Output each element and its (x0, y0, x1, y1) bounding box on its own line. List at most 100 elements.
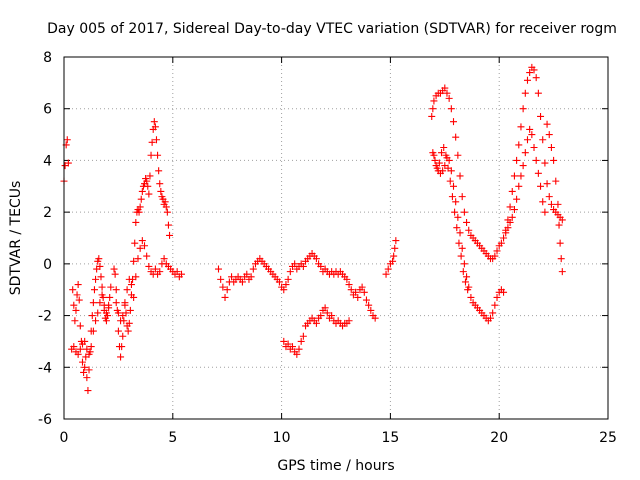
data-point (556, 239, 564, 247)
data-point (371, 314, 379, 322)
data-point (455, 239, 463, 247)
data-point (447, 105, 455, 113)
data-point (280, 337, 288, 345)
data-point (157, 187, 165, 195)
data-point (360, 288, 368, 296)
data-point (163, 208, 171, 216)
data-point (367, 306, 375, 314)
data-point (95, 255, 103, 263)
data-point (543, 120, 551, 128)
y-tick-labels: -6 -4 -2 0 2 4 6 8 (38, 50, 52, 428)
grid (64, 57, 608, 419)
data-point (528, 131, 536, 139)
data-point (92, 317, 100, 325)
data-point (123, 286, 131, 294)
data-point (384, 265, 392, 273)
data-point (160, 255, 168, 263)
data-point (162, 203, 170, 211)
data-point (513, 195, 521, 203)
data-point (452, 198, 460, 206)
data-point (219, 283, 227, 291)
data-point (358, 283, 366, 291)
data-point (80, 368, 88, 376)
data-point (521, 89, 529, 97)
data-point (111, 270, 119, 278)
series-arc-J (430, 151, 508, 325)
chart-title: Day 005 of 2017, Sidereal Day-to-day VTE… (47, 21, 617, 37)
data-point (493, 247, 501, 255)
data-point (547, 200, 555, 208)
data-point (282, 281, 290, 289)
data-point (429, 149, 437, 157)
data-point (439, 167, 447, 175)
data-points (60, 63, 566, 395)
series-arc-D (110, 118, 174, 361)
series-arc-E (112, 237, 186, 325)
data-point (558, 268, 566, 276)
data-point (441, 84, 449, 92)
data-point (502, 229, 510, 237)
data-point (150, 118, 158, 126)
data-point (151, 123, 159, 131)
data-point (81, 337, 89, 345)
data-point (70, 301, 78, 309)
data-point (243, 270, 251, 278)
data-point (137, 195, 145, 203)
data-point (143, 177, 151, 185)
data-point (98, 283, 106, 291)
data-point (515, 182, 523, 190)
data-point (391, 244, 399, 252)
y-tick-label: -2 (38, 309, 52, 325)
data-point (352, 288, 360, 296)
data-point (517, 172, 525, 180)
data-point (430, 97, 438, 105)
data-point (146, 172, 154, 180)
data-point (450, 118, 458, 126)
data-point (365, 301, 373, 309)
data-point (491, 252, 499, 260)
data-point (539, 136, 547, 144)
data-point (460, 260, 468, 268)
data-point (443, 89, 451, 97)
x-tick-label: 5 (168, 430, 177, 446)
x-tick-label: 25 (599, 430, 617, 446)
data-point (112, 286, 120, 294)
data-point (523, 76, 531, 84)
data-point (312, 319, 320, 327)
data-point (508, 213, 516, 221)
data-point (493, 293, 501, 301)
data-point (135, 208, 143, 216)
data-point (89, 327, 97, 335)
data-point (286, 268, 294, 276)
data-point (442, 151, 450, 159)
data-point (519, 162, 527, 170)
data-point (440, 144, 448, 151)
data-point (214, 265, 222, 273)
data-point (438, 149, 446, 157)
data-point (510, 172, 518, 180)
data-point (550, 156, 558, 164)
y-tick-label: 8 (43, 50, 52, 66)
x-tick-label: 20 (490, 430, 508, 446)
data-point (89, 299, 97, 307)
data-point (284, 340, 292, 348)
y-tick-label: 0 (43, 257, 52, 273)
data-point (84, 387, 92, 395)
data-point (125, 275, 133, 283)
data-point (545, 193, 553, 201)
data-point (144, 182, 152, 190)
data-point (523, 136, 531, 144)
data-point (132, 218, 140, 226)
data-point (537, 112, 545, 120)
data-point (489, 309, 497, 317)
data-point (433, 164, 441, 172)
data-point (90, 286, 98, 294)
data-point (354, 293, 362, 301)
data-point (64, 159, 72, 167)
x-tick-label: 15 (381, 430, 399, 446)
data-point (249, 265, 257, 273)
x-axis-label: GPS time / hours (277, 458, 394, 474)
series-arc-H (382, 237, 400, 278)
data-point (72, 306, 80, 314)
data-point (114, 309, 122, 317)
